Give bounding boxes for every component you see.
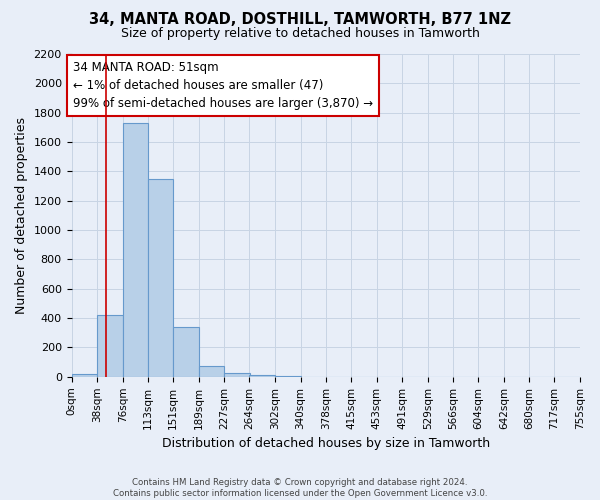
Bar: [173, 327, 199, 377]
Text: 34 MANTA ROAD: 51sqm
← 1% of detached houses are smaller (47)
99% of semi-detach: 34 MANTA ROAD: 51sqm ← 1% of detached ho…: [73, 62, 373, 110]
Bar: [224, 373, 250, 377]
Text: Size of property relative to detached houses in Tamworth: Size of property relative to detached ho…: [121, 28, 479, 40]
X-axis label: Distribution of detached houses by size in Tamworth: Distribution of detached houses by size …: [162, 437, 490, 450]
Bar: [71, 374, 97, 377]
Y-axis label: Number of detached properties: Number of detached properties: [15, 117, 28, 314]
Bar: [123, 123, 148, 377]
Bar: [148, 178, 173, 377]
Bar: [97, 315, 123, 377]
Bar: [199, 366, 224, 377]
Text: Contains HM Land Registry data © Crown copyright and database right 2024.
Contai: Contains HM Land Registry data © Crown c…: [113, 478, 487, 498]
Bar: [250, 374, 275, 377]
Text: 34, MANTA ROAD, DOSTHILL, TAMWORTH, B77 1NZ: 34, MANTA ROAD, DOSTHILL, TAMWORTH, B77 …: [89, 12, 511, 28]
Bar: [275, 376, 301, 377]
